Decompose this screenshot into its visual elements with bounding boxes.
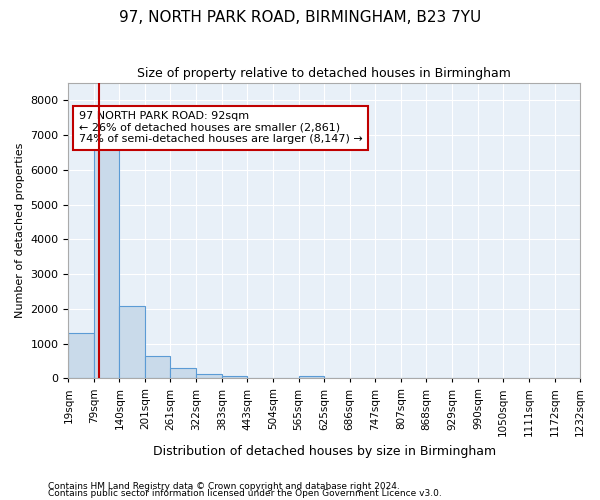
- Text: 97, NORTH PARK ROAD, BIRMINGHAM, B23 7YU: 97, NORTH PARK ROAD, BIRMINGHAM, B23 7YU: [119, 10, 481, 25]
- Text: 97 NORTH PARK ROAD: 92sqm
← 26% of detached houses are smaller (2,861)
74% of se: 97 NORTH PARK ROAD: 92sqm ← 26% of detac…: [79, 111, 362, 144]
- Bar: [119, 306, 145, 378]
- Title: Size of property relative to detached houses in Birmingham: Size of property relative to detached ho…: [137, 68, 511, 80]
- Text: Contains public sector information licensed under the Open Government Licence v3: Contains public sector information licen…: [48, 489, 442, 498]
- Bar: [299, 376, 324, 378]
- Bar: [68, 333, 94, 378]
- Bar: [94, 149, 119, 378]
- Bar: [145, 356, 170, 378]
- Y-axis label: Number of detached properties: Number of detached properties: [15, 143, 25, 318]
- X-axis label: Distribution of detached houses by size in Birmingham: Distribution of detached houses by size …: [152, 444, 496, 458]
- Bar: [222, 376, 247, 378]
- Bar: [170, 368, 196, 378]
- Bar: [196, 374, 222, 378]
- Text: Contains HM Land Registry data © Crown copyright and database right 2024.: Contains HM Land Registry data © Crown c…: [48, 482, 400, 491]
